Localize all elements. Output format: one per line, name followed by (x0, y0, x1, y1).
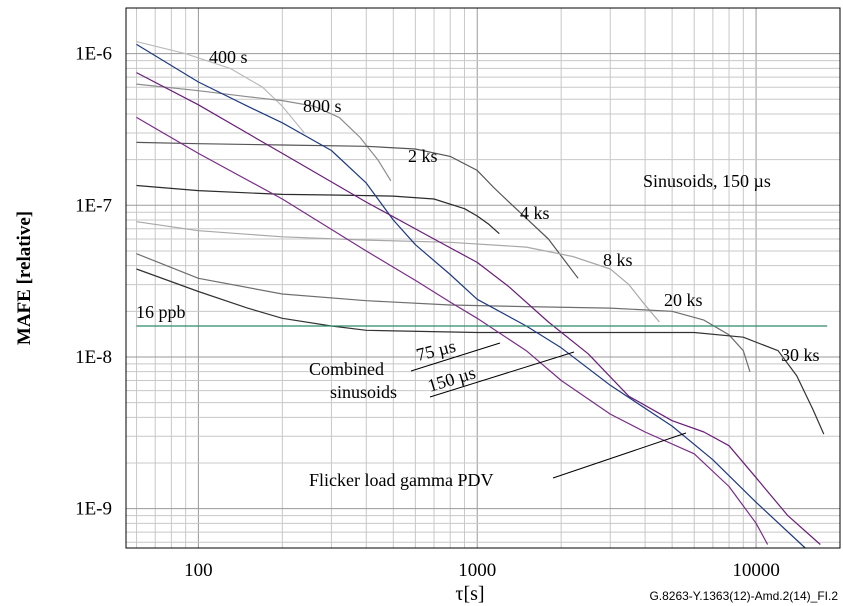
leader-75us (410, 342, 501, 372)
leader-flicker (552, 432, 687, 479)
tick-labels: 100 1000 10000 1E-6 1E-7 1E-8 1E-9 (75, 44, 780, 581)
y-tick-label: 1E-9 (75, 499, 112, 520)
series-lines (136, 41, 828, 549)
label-8ks: 8 ks (603, 250, 633, 270)
y-axis-label: MAFE [relative] (14, 211, 35, 345)
grid-lines (126, 7, 841, 548)
series-line-flicker-load-gamma-pdv (136, 43, 806, 549)
series-line-20-ks (136, 253, 751, 372)
y-tick-label: 1E-6 (75, 44, 112, 65)
label-4ks: 4 ks (520, 203, 550, 223)
series-line-75-s (136, 72, 821, 545)
series-line-2-ks (136, 141, 579, 279)
x-tick-label: 100 (184, 560, 213, 581)
x-axis-label: τ[s] (455, 583, 484, 605)
series-line-4-ks (136, 184, 500, 235)
x-tick-label: 10000 (732, 560, 780, 581)
label-sinusoids: sinusoids (330, 382, 397, 402)
x-tick-label: 1000 (458, 560, 496, 581)
series-line-8-ks (136, 221, 660, 323)
plot-background (126, 8, 840, 548)
label-sinusoids-150us: Sinusoids, 150 µs (643, 171, 771, 191)
label-400s: 400 s (209, 47, 248, 67)
series-line-30-ks (136, 268, 825, 435)
series-line-800-s (136, 83, 392, 182)
figure-reference: G.8263-Y.1363(12)-Amd.2(14)_FI.2 (649, 589, 838, 603)
series-line-150-s (136, 116, 769, 545)
label-30ks: 30 ks (781, 345, 820, 365)
label-combined: Combined (309, 359, 384, 379)
series-line-400-s (136, 41, 305, 134)
y-tick-label: 1E-7 (75, 195, 112, 216)
leader-150us (429, 351, 575, 398)
label-flicker-load-gamma-pdv: Flicker load gamma PDV (309, 470, 493, 490)
label-2ks: 2 ks (408, 146, 438, 166)
y-tick-label: 1E-8 (75, 347, 112, 368)
label-16ppb: 16 ppb (136, 302, 186, 322)
plot-frame (125, 7, 841, 549)
label-20ks: 20 ks (664, 290, 703, 310)
label-800s: 800 s (303, 96, 342, 116)
